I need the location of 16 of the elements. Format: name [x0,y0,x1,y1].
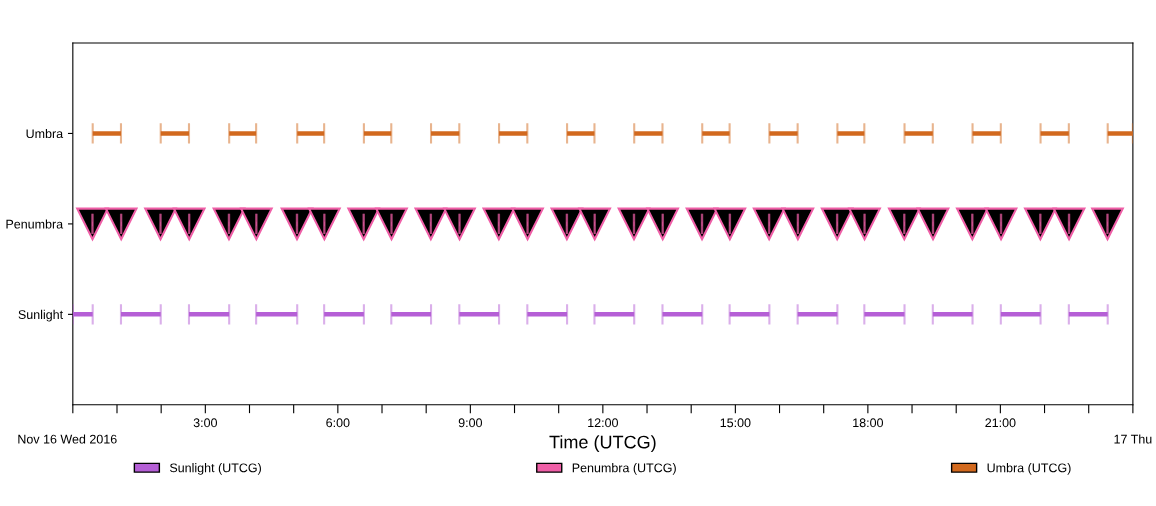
x-tick-label: 21:00 [985,418,1016,428]
x-tick-label: 18:00 [853,418,884,428]
x-tick-label: 9:00 [458,418,483,428]
x-tick-label: 12:00 [588,418,619,428]
y-tick-label: Penumbra [6,219,64,229]
x-tick-label: 6:00 [326,418,350,428]
y-tick-label: Sunlight [18,309,64,322]
text: 17 Thu [1114,434,1152,444]
x-tick-label: 15:00 [720,418,751,428]
legend-label: Sunlight (UTCG) [169,463,261,475]
text: Nov 16 Wed 2016 [18,434,117,444]
legend-label: Penumbra (UTCG) [572,463,676,475]
legend-label: Umbra (UTCG) [987,463,1071,475]
y-tick-label: Umbra [26,128,64,139]
x-axis-title: Time (UTCG) [549,435,656,453]
x-tick-label: 3:00 [193,418,218,428]
